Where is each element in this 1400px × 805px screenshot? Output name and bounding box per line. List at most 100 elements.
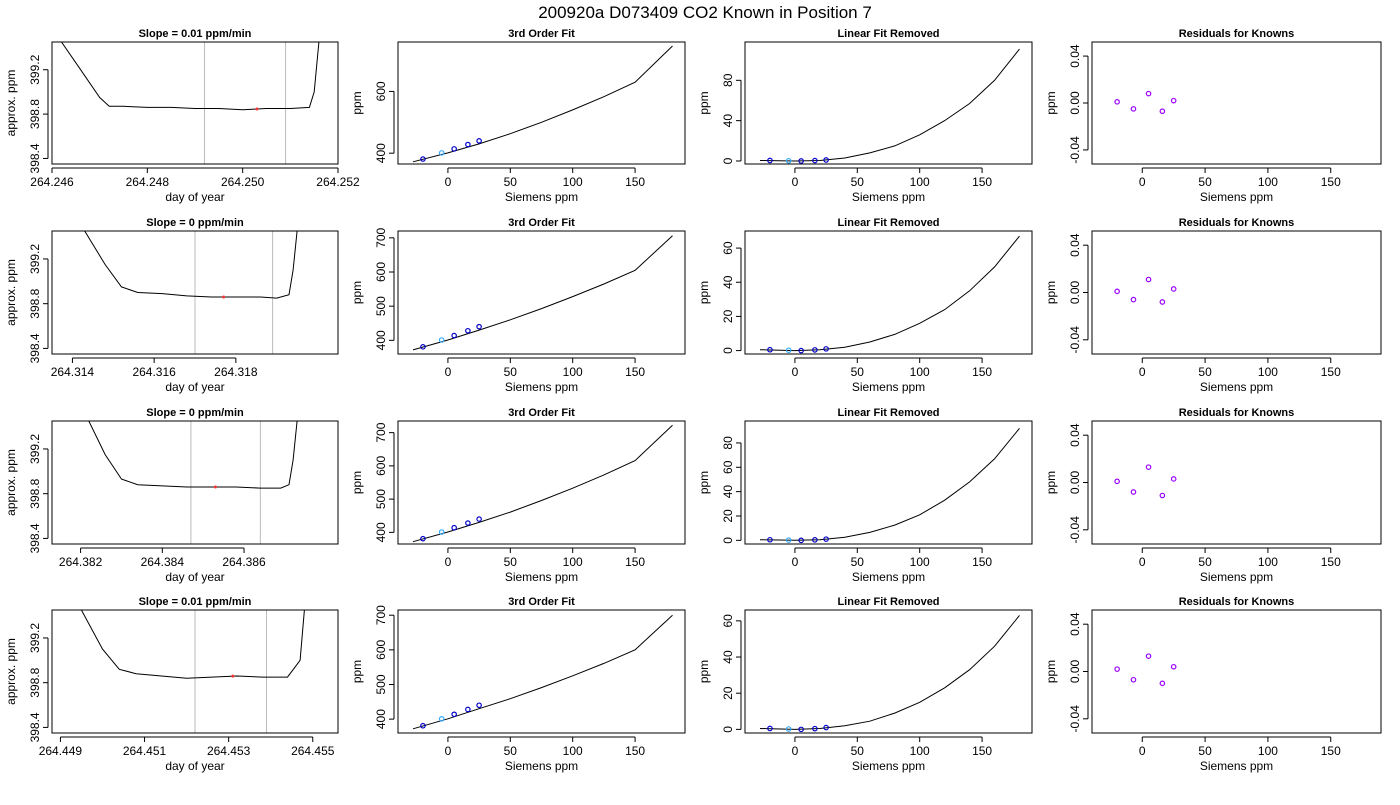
y-axis-label: ppm: [350, 471, 364, 494]
panel-title: Residuals for Knowns: [1179, 596, 1295, 608]
data-point: [1130, 489, 1137, 495]
data-point: [1159, 492, 1166, 499]
panel-title: Linear Fit Removed: [837, 28, 939, 40]
x-tick-label: 50: [504, 744, 518, 758]
x-tick-label: 50: [1198, 365, 1212, 379]
x-tick-label: 0: [445, 744, 452, 758]
y-axis-label: ppm: [697, 660, 711, 683]
data-point: [420, 722, 426, 729]
series-line: [84, 231, 298, 299]
y-axis-label: approx. ppm: [4, 449, 18, 516]
plot-frame: [1091, 230, 1382, 355]
x-axis-label: day of year: [165, 759, 224, 773]
plot-frame: [397, 609, 686, 734]
data-point: [1170, 476, 1177, 482]
x-axis-label: day of year: [165, 570, 224, 584]
panel: Slope = 0 ppm/min day of year approx. ppm 2…: [4, 217, 339, 394]
x-axis-label: Siemens ppm: [852, 570, 925, 584]
x-tick-label: 100: [563, 175, 583, 189]
x-tick-label: 50: [504, 175, 518, 189]
y-tick-label: 0: [721, 347, 735, 354]
plot-frame: [1091, 41, 1382, 165]
x-tick-label: 264.382: [59, 555, 103, 569]
x-tick-label: 100: [910, 175, 930, 189]
y-tick-label: 40: [721, 275, 735, 289]
highlight-point: [255, 107, 259, 111]
x-tick-label: 0: [445, 175, 452, 189]
plot-frame: [51, 230, 339, 355]
data-point: [798, 158, 804, 164]
x-tick-label: 264.449: [39, 744, 83, 758]
data-point: [1114, 99, 1120, 105]
series-line: [759, 235, 1020, 352]
y-axis-label: ppm: [350, 660, 364, 683]
x-tick-label: 100: [910, 555, 930, 569]
data-point: [451, 711, 457, 718]
page-title: 200920a D073409 CO2 Known in Position 7: [538, 3, 872, 22]
x-tick-label: 50: [1198, 175, 1212, 189]
data-point: [1145, 276, 1152, 283]
panel-title: Slope = 0 ppm/min: [146, 407, 244, 419]
x-axis-label: Siemens ppm: [505, 570, 578, 584]
y-tick-label: -0.04: [1068, 136, 1082, 164]
x-tick-label: 150: [972, 365, 992, 379]
y-tick-label: 20: [721, 509, 735, 523]
panel: Slope = 0.01 ppm/min day of year approx. p…: [4, 596, 339, 773]
x-axis-label: Siemens ppm: [852, 380, 925, 394]
data-point: [785, 157, 792, 164]
panel: Linear Fit Removed Siemens ppm ppm 0 50 100 15…: [697, 407, 1033, 584]
data-point: [812, 725, 818, 732]
data-point: [420, 156, 426, 162]
x-tick-label: 264.318: [214, 365, 258, 379]
data-point: [438, 715, 445, 722]
x-tick-label: 50: [851, 175, 865, 189]
panel: 3rd Order Fit Siemens ppm ppm 0 50 100 150 400 5…: [350, 217, 686, 394]
y-tick-label: 500: [374, 489, 388, 509]
panel: Slope = 0 ppm/min day of year approx. ppm 2…: [4, 407, 339, 584]
data-point: [451, 332, 457, 339]
panel-title: Residuals for Knowns: [1179, 28, 1295, 40]
series-line: [88, 421, 298, 489]
y-tick-label: 0.00: [1068, 470, 1082, 494]
y-tick-label: 20: [721, 309, 735, 323]
data-point: [823, 157, 829, 163]
series-line: [412, 424, 673, 543]
y-tick-label: 20: [721, 686, 735, 700]
x-tick-label: 150: [1321, 744, 1341, 758]
y-tick-label: 60: [721, 460, 735, 474]
y-tick-label: 700: [374, 422, 388, 442]
y-tick-label: 398.8: [28, 288, 42, 318]
y-axis-label: approx. ppm: [4, 259, 18, 326]
y-tick-label: 0.04: [1068, 233, 1082, 257]
x-tick-label: 150: [972, 175, 992, 189]
plot-frame: [51, 420, 339, 545]
x-tick-label: 0: [1139, 555, 1146, 569]
data-point: [812, 347, 818, 353]
x-tick-label: 100: [910, 744, 930, 758]
x-axis-label: Siemens ppm: [1200, 380, 1273, 394]
x-tick-label: 100: [1258, 744, 1278, 758]
x-tick-label: 264.455: [291, 744, 335, 758]
data-point: [451, 524, 457, 531]
y-tick-label: 60: [721, 241, 735, 255]
x-tick-label: 150: [625, 175, 645, 189]
plot-frame: [744, 41, 1033, 165]
data-point: [465, 327, 471, 334]
x-axis-label: Siemens ppm: [1200, 570, 1273, 584]
plot-frame: [1091, 609, 1382, 734]
plot-frame: [744, 230, 1033, 355]
x-tick-label: 50: [1198, 744, 1212, 758]
data-point: [1130, 676, 1137, 683]
x-tick-label: 264.451: [123, 744, 167, 758]
y-tick-label: -0.04: [1068, 705, 1082, 733]
data-point: [1159, 299, 1166, 305]
x-tick-label: 50: [1198, 555, 1212, 569]
x-tick-label: 100: [1258, 365, 1278, 379]
y-tick-label: 400: [374, 143, 388, 163]
x-tick-label: 150: [972, 555, 992, 569]
x-tick-label: 264.314: [51, 365, 95, 379]
data-point: [1159, 680, 1166, 687]
x-tick-label: 0: [792, 365, 799, 379]
y-tick-label: 400: [374, 330, 388, 350]
